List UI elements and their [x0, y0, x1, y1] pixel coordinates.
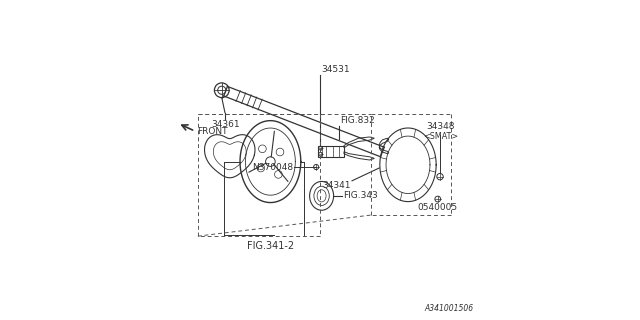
- Text: 34341: 34341: [323, 181, 351, 190]
- Text: 34531: 34531: [321, 65, 349, 74]
- Text: FIG.832: FIG.832: [340, 116, 375, 125]
- Text: A341001506: A341001506: [424, 304, 474, 313]
- Text: FIG.341-2: FIG.341-2: [247, 241, 294, 251]
- Text: 34348: 34348: [426, 122, 455, 131]
- Text: FIG.343: FIG.343: [343, 191, 378, 200]
- Text: 0540005: 0540005: [418, 203, 458, 212]
- Text: 34361: 34361: [211, 120, 240, 129]
- Text: FRONT: FRONT: [197, 127, 228, 136]
- Text: <SMAT>: <SMAT>: [423, 132, 458, 141]
- Text: N370048: N370048: [252, 163, 292, 172]
